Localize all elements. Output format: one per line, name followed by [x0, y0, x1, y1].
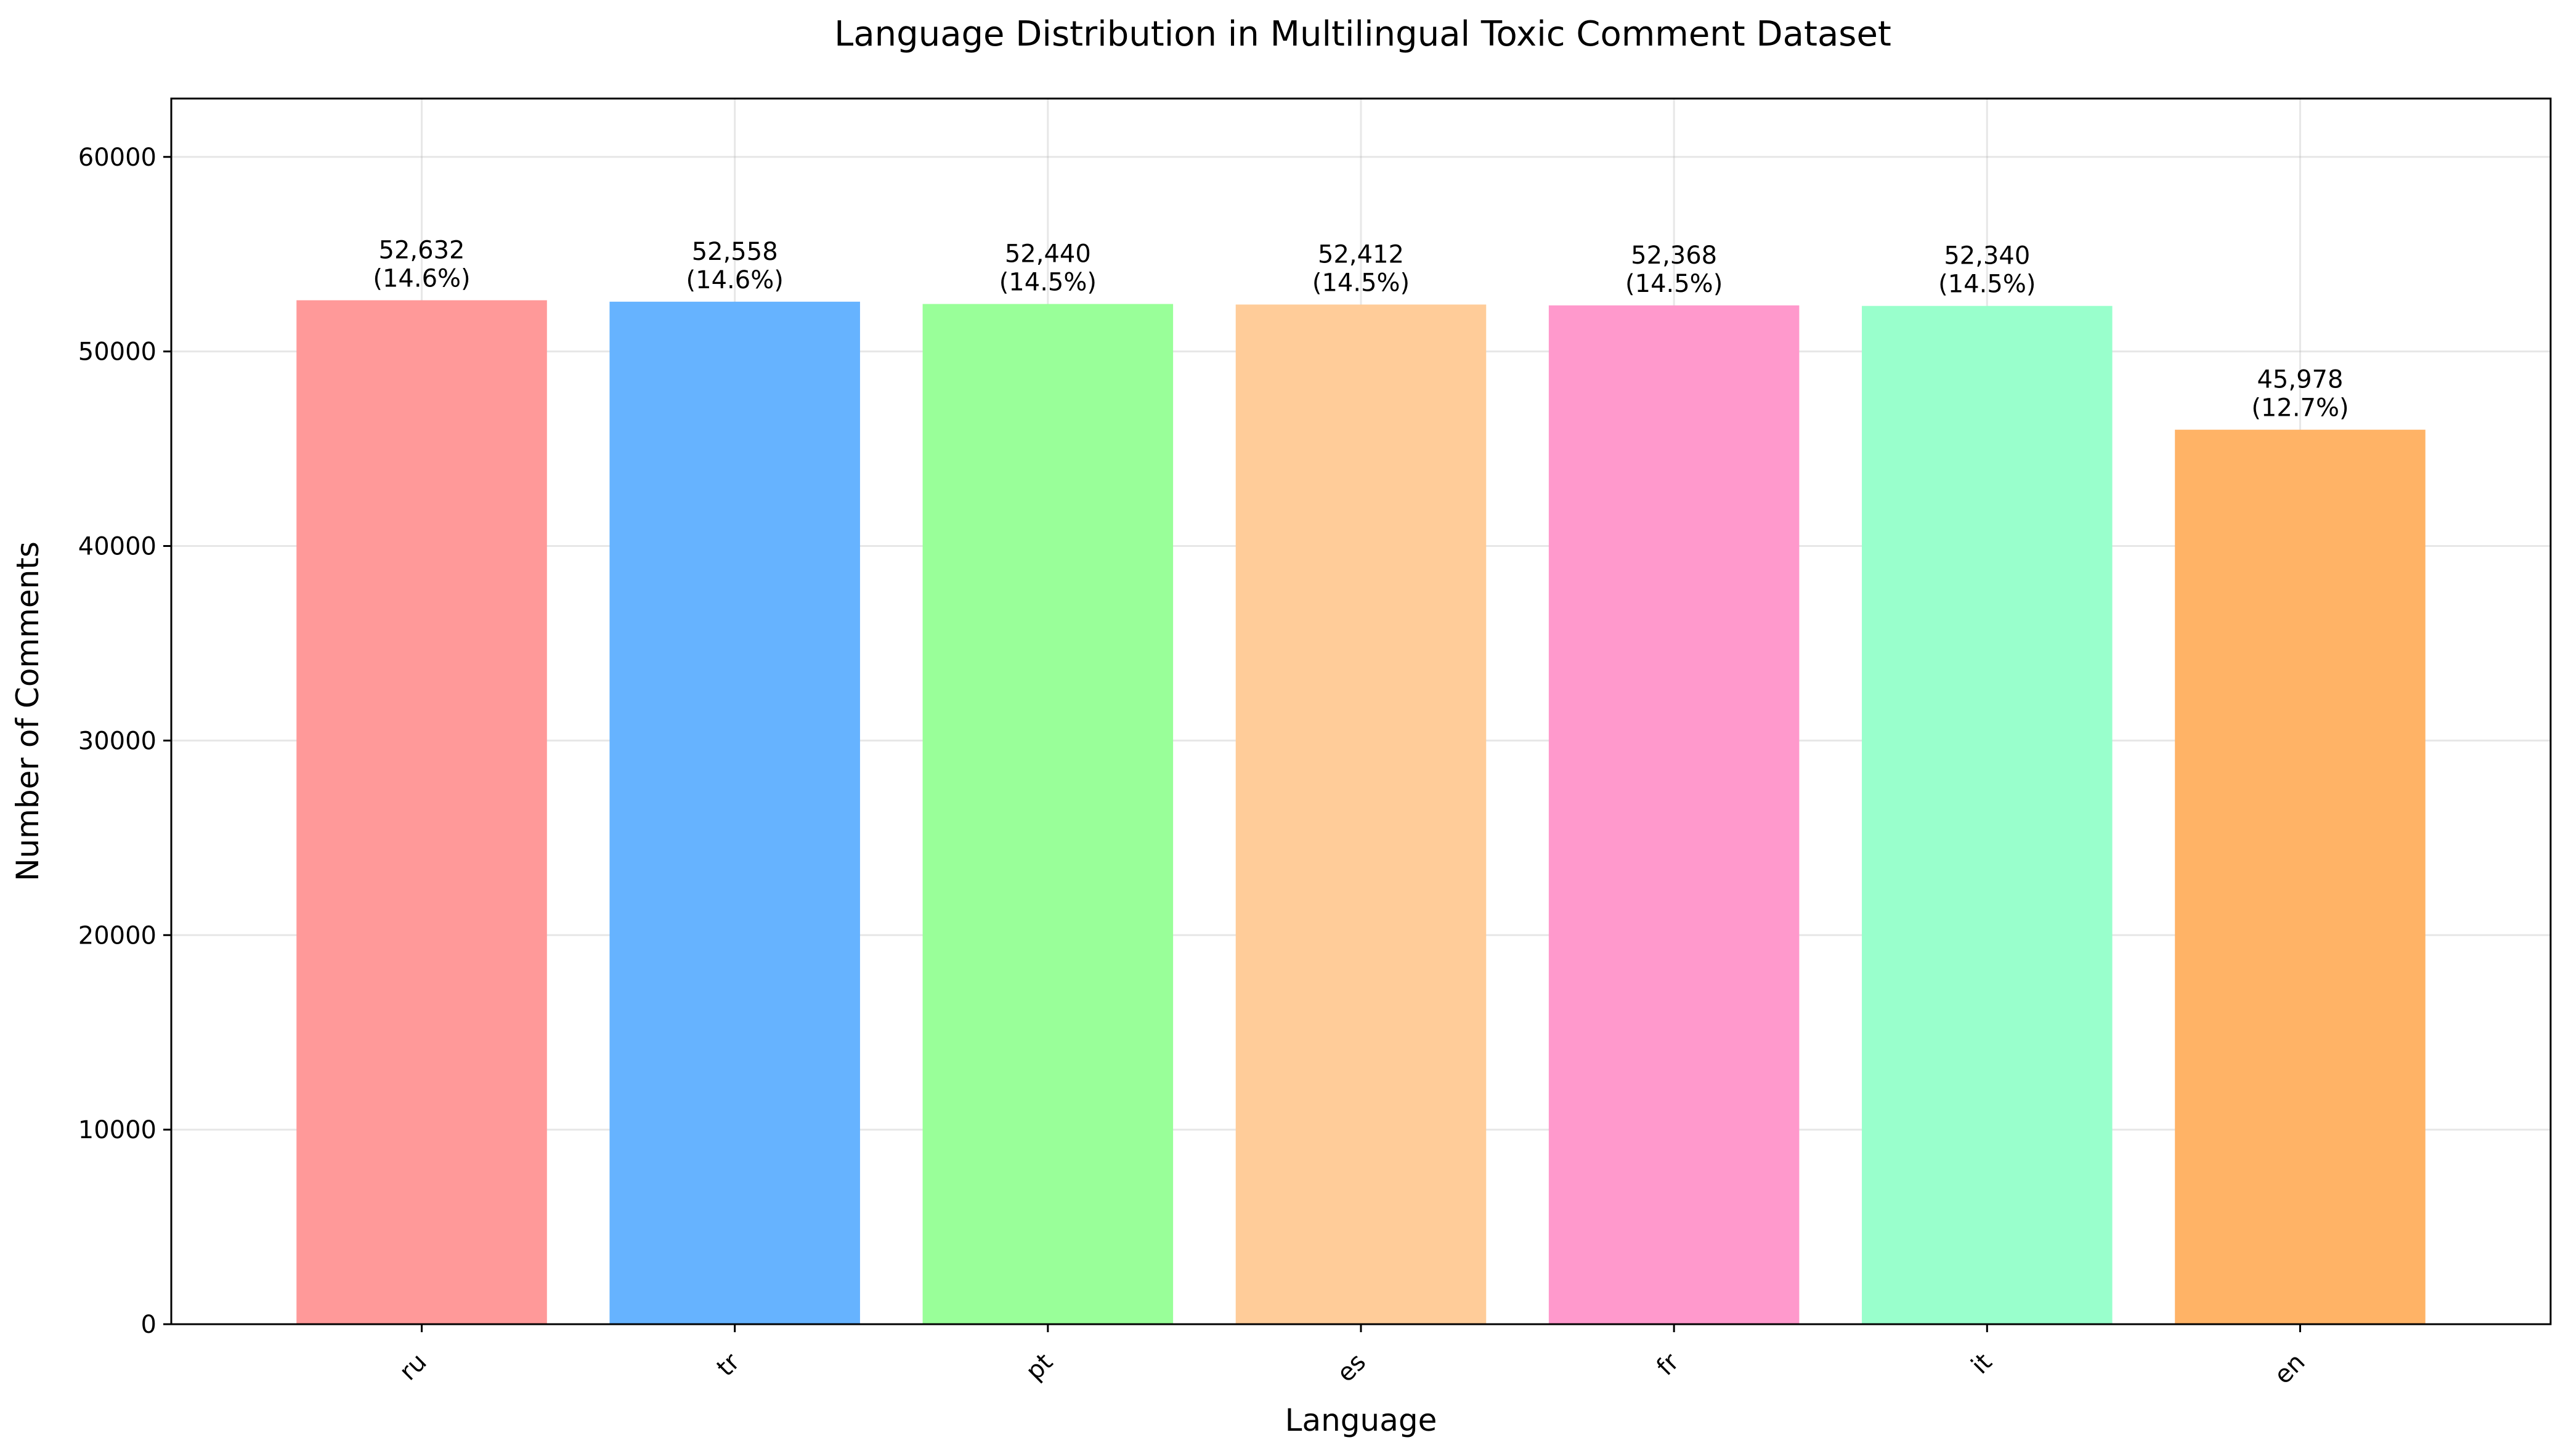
chart-title: Language Distribution in Multilingual To… — [834, 14, 1891, 54]
x-tick-label-fr: fr — [1651, 1348, 1685, 1381]
bar-ru — [296, 300, 547, 1325]
y-tick-label: 60000 — [78, 144, 156, 172]
value-label: 45,978 — [2257, 366, 2343, 394]
y-axis-label: Number of Comments — [10, 541, 46, 881]
bar-en — [2175, 429, 2426, 1324]
y-tick-label: 40000 — [78, 533, 156, 561]
bars — [296, 300, 2426, 1325]
value-label: 52,368 — [1631, 241, 1717, 270]
x-axis-label: Language — [1285, 1402, 1437, 1438]
x-tick-label-ru: ru — [394, 1348, 432, 1386]
bar-pt — [922, 304, 1174, 1324]
percent-label: (14.5%) — [1312, 269, 1410, 297]
value-label: 52,412 — [1318, 240, 1404, 269]
value-label: 52,340 — [1944, 242, 2030, 270]
x-tick-label-tr: tr — [712, 1348, 746, 1382]
x-tick-label-it: it — [1966, 1348, 1997, 1380]
percent-label: (12.7%) — [2251, 394, 2349, 423]
bar-tr — [609, 301, 860, 1324]
y-tick-label: 10000 — [78, 1116, 156, 1144]
value-label: 52,632 — [379, 236, 465, 264]
bar-it — [1862, 305, 2113, 1324]
bar-fr — [1548, 305, 1800, 1324]
percent-label: (14.6%) — [686, 266, 784, 294]
y-axis-ticks: 0 10000 20000 30000 40000 50000 60000 — [78, 144, 171, 1339]
bar-es — [1235, 304, 1487, 1325]
x-tick-label-es: es — [1331, 1348, 1371, 1388]
x-tick-label-pt: pt — [1020, 1348, 1058, 1386]
data-labels: 52,632(14.6%)52,558(14.6%)52,440(14.5%)5… — [373, 236, 2349, 422]
plot-frame — [170, 97, 2552, 1325]
percent-label: (14.5%) — [1625, 270, 1723, 298]
y-tick-label: 0 — [141, 1311, 156, 1339]
y-tick-label: 50000 — [78, 338, 156, 366]
value-label: 52,558 — [692, 238, 778, 266]
value-label: 52,440 — [1005, 240, 1091, 269]
y-tick-label: 20000 — [78, 921, 156, 950]
x-tick-label-en: en — [2269, 1348, 2311, 1390]
y-tick-label: 30000 — [78, 727, 156, 755]
percent-label: (14.5%) — [999, 269, 1097, 297]
x-axis-ticks: ru tr pt es fr it en — [394, 1324, 2311, 1389]
percent-label: (14.5%) — [1938, 270, 2036, 299]
percent-label: (14.6%) — [373, 264, 470, 293]
